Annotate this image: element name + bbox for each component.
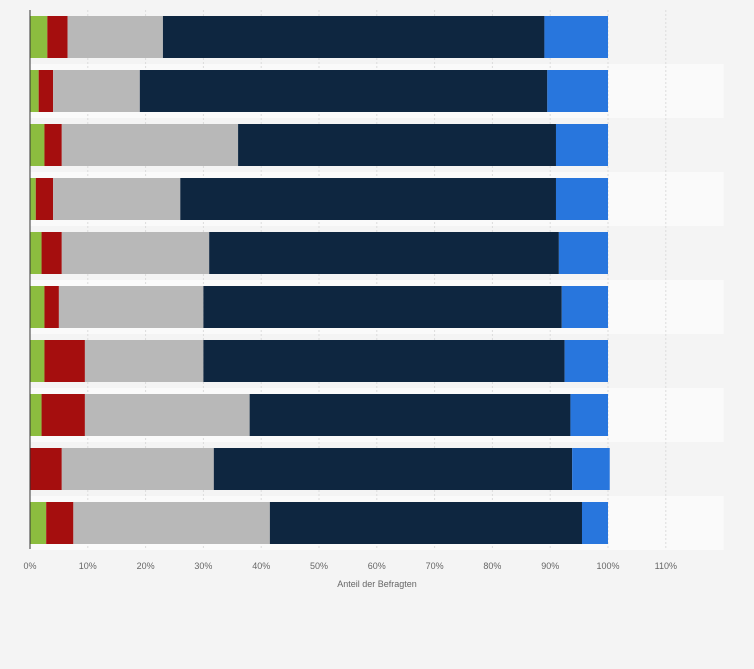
x-axis-title: Anteil der Befragten bbox=[337, 579, 417, 589]
bar-segment bbox=[61, 448, 214, 490]
bar-segment bbox=[73, 502, 270, 544]
bar-segment bbox=[53, 178, 181, 220]
bar-segment bbox=[44, 124, 62, 166]
x-tick-label: 100% bbox=[596, 561, 619, 571]
bar-segment bbox=[44, 286, 59, 328]
x-tick-label: 60% bbox=[368, 561, 386, 571]
x-tick-label: 50% bbox=[310, 561, 328, 571]
x-tick-label: 70% bbox=[426, 561, 444, 571]
x-tick-label: 90% bbox=[541, 561, 559, 571]
x-tick-label: 40% bbox=[252, 561, 270, 571]
bar-segment bbox=[30, 394, 42, 436]
bar-segment bbox=[162, 16, 545, 58]
bar-segment bbox=[30, 286, 45, 328]
bar-segment bbox=[30, 448, 62, 490]
bar-segment bbox=[213, 448, 573, 490]
bar-segment bbox=[561, 286, 608, 328]
bar-segment bbox=[544, 16, 608, 58]
bar-segment bbox=[238, 124, 556, 166]
bar-segment bbox=[30, 232, 42, 274]
bar-segment bbox=[203, 340, 565, 382]
x-tick-label: 20% bbox=[137, 561, 155, 571]
x-tick-label: 0% bbox=[23, 561, 36, 571]
x-tick-labels: 0% 10% 20% 30% 40% 50% 60% 70% 80% 90% 100% 110% bbox=[23, 561, 676, 571]
bar-segment bbox=[555, 178, 608, 220]
bar-segment bbox=[61, 232, 210, 274]
bar-segment bbox=[30, 340, 45, 382]
bar-segment bbox=[30, 178, 36, 220]
bar-segment bbox=[249, 394, 571, 436]
bar-segment bbox=[581, 502, 608, 544]
bar-segment bbox=[67, 16, 163, 58]
bar-segment bbox=[555, 124, 608, 166]
bar-segment bbox=[84, 394, 250, 436]
x-tick-label: 80% bbox=[483, 561, 501, 571]
bar-segment bbox=[203, 286, 562, 328]
bar-segment bbox=[44, 340, 85, 382]
bar-segment bbox=[61, 124, 239, 166]
bar-segment bbox=[38, 70, 54, 112]
bar-segment bbox=[41, 232, 62, 274]
bar-segment bbox=[558, 232, 608, 274]
bar-segment bbox=[547, 70, 608, 112]
bar-segment bbox=[209, 232, 559, 274]
bar-segment bbox=[30, 124, 45, 166]
x-tick-label: 30% bbox=[194, 561, 212, 571]
bar-segment bbox=[564, 340, 608, 382]
bar-segment bbox=[180, 178, 556, 220]
bar-segment bbox=[41, 394, 85, 436]
bar-segment bbox=[84, 340, 204, 382]
bar-segment bbox=[46, 502, 74, 544]
bar-segment bbox=[30, 502, 47, 544]
bar-segment bbox=[570, 394, 608, 436]
bar-segment bbox=[30, 16, 48, 58]
bar-segment bbox=[572, 448, 610, 490]
x-tick-label: 10% bbox=[79, 561, 97, 571]
bar-segment bbox=[58, 286, 204, 328]
bar-segment bbox=[47, 16, 68, 58]
bar-segment bbox=[30, 70, 39, 112]
bar-segment bbox=[53, 70, 140, 112]
bar-segment bbox=[35, 178, 54, 220]
x-tick-label: 110% bbox=[655, 561, 677, 571]
bar-segment bbox=[269, 502, 582, 544]
bar-segment bbox=[139, 70, 548, 112]
bars bbox=[30, 16, 610, 544]
